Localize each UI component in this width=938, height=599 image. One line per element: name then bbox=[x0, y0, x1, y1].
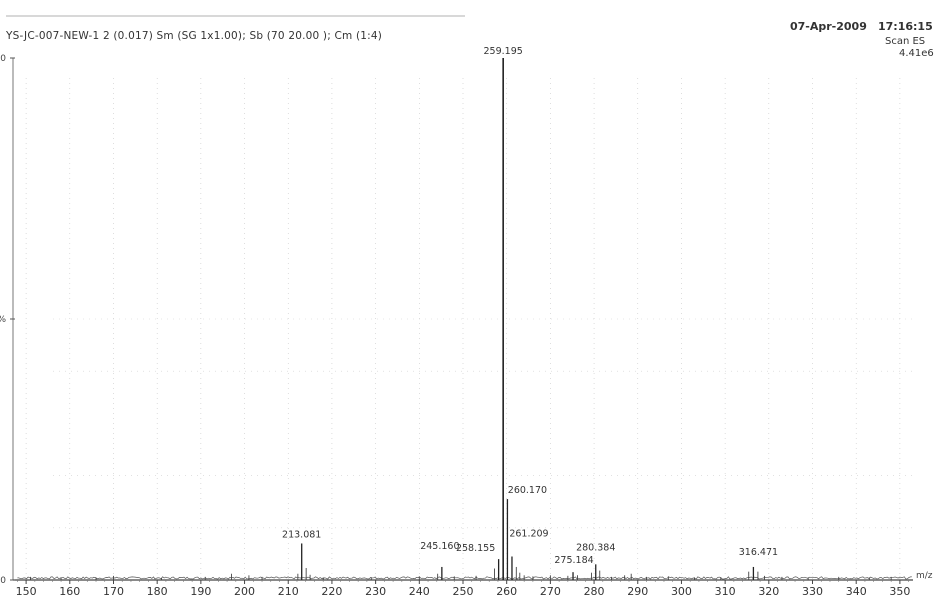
peak-label: 259.195 bbox=[484, 46, 523, 57]
x-tick-label: 160 bbox=[59, 585, 80, 598]
x-tick-label: 150 bbox=[16, 585, 37, 598]
y-tick-label: % bbox=[0, 315, 6, 325]
baseline-noise bbox=[17, 576, 912, 580]
max-intensity: 4.41e6 bbox=[899, 48, 934, 59]
peak-label: 316.471 bbox=[739, 547, 778, 558]
scan-title: YS-JC-007-NEW-1 2 (0.017) Sm (SG 1x1.00)… bbox=[6, 30, 383, 42]
x-tick-label: 180 bbox=[147, 585, 168, 598]
peak-label: 258.155 bbox=[456, 543, 495, 554]
x-tick-label: 310 bbox=[715, 585, 736, 598]
x-tick-label: 330 bbox=[802, 585, 823, 598]
x-tick-label: 260 bbox=[496, 585, 517, 598]
peak-label: 275.184 bbox=[554, 555, 593, 566]
peak-label: 261.209 bbox=[509, 529, 548, 540]
x-axis-label: m/z bbox=[916, 571, 933, 581]
scan-mode: Scan ES bbox=[885, 36, 926, 47]
x-tick-label: 350 bbox=[889, 585, 910, 598]
y-tick-label: 100 bbox=[0, 54, 6, 64]
y-tick-label: 0 bbox=[0, 576, 6, 586]
x-tick-label: 170 bbox=[103, 585, 124, 598]
x-tick-label: 200 bbox=[234, 585, 255, 598]
peak-label: 280.384 bbox=[576, 542, 615, 553]
x-tick-label: 320 bbox=[758, 585, 779, 598]
x-tick-label: 280 bbox=[584, 585, 605, 598]
peak-label: 213.081 bbox=[282, 529, 321, 540]
x-tick-label: 270 bbox=[540, 585, 561, 598]
peak-label: 260.170 bbox=[508, 485, 547, 496]
x-tick-label: 240 bbox=[409, 585, 430, 598]
x-tick-label: 210 bbox=[278, 585, 299, 598]
x-tick-label: 290 bbox=[627, 585, 648, 598]
x-tick-label: 230 bbox=[365, 585, 386, 598]
x-tick-label: 300 bbox=[671, 585, 692, 598]
x-tick-label: 220 bbox=[321, 585, 342, 598]
acquisition-time: 17:16:15 bbox=[878, 20, 933, 33]
x-tick-label: 250 bbox=[453, 585, 474, 598]
peak-label: 245.160 bbox=[420, 541, 459, 552]
acquisition-date: 07-Apr-2009 bbox=[790, 20, 867, 33]
x-tick-label: 190 bbox=[190, 585, 211, 598]
x-tick-label: 340 bbox=[846, 585, 867, 598]
